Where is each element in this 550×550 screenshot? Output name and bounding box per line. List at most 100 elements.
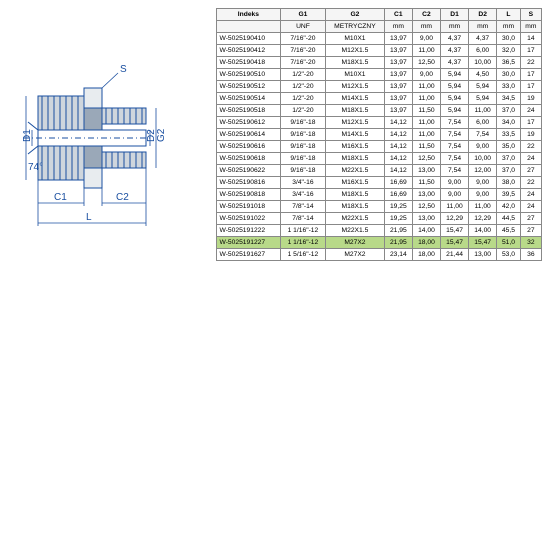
cell: 12,29: [469, 213, 497, 225]
cell: 14,12: [384, 117, 412, 129]
cell: 13,00: [412, 213, 440, 225]
label-l: L: [86, 212, 92, 223]
cell: 37,0: [497, 153, 521, 165]
cell: 9,00: [441, 177, 469, 189]
cell: M22X1.5: [326, 213, 385, 225]
cell: W-5025190612: [217, 117, 281, 129]
cell: 11,00: [412, 93, 440, 105]
cell: 5,94: [441, 81, 469, 93]
cell: W-5025190618: [217, 153, 281, 165]
cell: 21,44: [441, 249, 469, 261]
table-row: W-50251912271 1/16"-12M27X221,9518,0015,…: [217, 237, 542, 249]
cell: 5,94: [469, 81, 497, 93]
cell: 1 5/16"-12: [280, 249, 325, 261]
cell: 7/16"-20: [280, 33, 325, 45]
cell: M14X1.5: [326, 129, 385, 141]
cell: M18X1.5: [326, 57, 385, 69]
table-row: W-50251905101/2"-20M10X113,979,005,944,5…: [217, 69, 542, 81]
cell: 1/2"-20: [280, 105, 325, 117]
cell: 12,00: [469, 165, 497, 177]
cell: 9/16"-18: [280, 129, 325, 141]
cell: 13,00: [412, 165, 440, 177]
unit-header: UNF: [280, 21, 325, 33]
cell: 5,94: [441, 93, 469, 105]
cell: M10X1: [326, 69, 385, 81]
cell: 7/8"-14: [280, 201, 325, 213]
cell: M12X1.5: [326, 45, 385, 57]
col-header: D1: [441, 9, 469, 21]
table-row: W-50251906189/16"-18M18X1.514,1212,507,5…: [217, 153, 542, 165]
table-row: W-50251906149/16"-18M14X1.514,1211,007,5…: [217, 129, 542, 141]
table-body: W-50251904107/16"-20M10X113,979,004,374,…: [217, 33, 542, 261]
cell: 18,00: [412, 237, 440, 249]
cell: M18X1.5: [326, 201, 385, 213]
cell: W-5025190412: [217, 45, 281, 57]
cell: 24: [520, 153, 541, 165]
cell: 24: [520, 201, 541, 213]
cell: 7,54: [441, 153, 469, 165]
col-header: S: [520, 9, 541, 21]
cell: 1 1/16"-12: [280, 225, 325, 237]
cell: 13,97: [384, 69, 412, 81]
cell: 14,12: [384, 165, 412, 177]
cell: 1/2"-20: [280, 81, 325, 93]
table-row: W-50251904107/16"-20M10X113,979,004,374,…: [217, 33, 542, 45]
cell: W-5025190816: [217, 177, 281, 189]
col-header: Indeks: [217, 9, 281, 21]
cell: 11,00: [412, 81, 440, 93]
cell: W-5025190514: [217, 93, 281, 105]
col-header: C2: [412, 9, 440, 21]
cell: 13,97: [384, 33, 412, 45]
cell: 1 1/16"-12: [280, 237, 325, 249]
cell: 17: [520, 81, 541, 93]
label-s: S: [120, 64, 127, 75]
cell: 42,0: [497, 201, 521, 213]
table-row: W-50251906129/16"-18M12X1.514,1211,007,5…: [217, 117, 542, 129]
cell: 15,47: [469, 237, 497, 249]
cell: 22: [520, 141, 541, 153]
cell: 33,5: [497, 129, 521, 141]
col-header: G1: [280, 9, 325, 21]
cell: 6,00: [469, 117, 497, 129]
cell: 7,54: [441, 141, 469, 153]
cell: 9/16"-18: [280, 165, 325, 177]
cell: 45,5: [497, 225, 521, 237]
table-row: W-50251905181/2"-20M18X1.513,9711,505,94…: [217, 105, 542, 117]
cell: 51,0: [497, 237, 521, 249]
cell: 32,0: [497, 45, 521, 57]
cell: M18X1.5: [326, 153, 385, 165]
unit-header: mm: [469, 21, 497, 33]
cell: 5,94: [469, 93, 497, 105]
cell: 9/16"-18: [280, 141, 325, 153]
cell: 13,97: [384, 57, 412, 69]
table-row: W-50251908183/4"-16M18X1.516,6913,009,00…: [217, 189, 542, 201]
col-header: D2: [469, 9, 497, 21]
cell: 12,50: [412, 57, 440, 69]
cell: 27: [520, 225, 541, 237]
cell: M22X1.5: [326, 165, 385, 177]
cell: 13,97: [384, 81, 412, 93]
cell: 53,0: [497, 249, 521, 261]
cell: M12X1.5: [326, 117, 385, 129]
label-c2: C2: [116, 192, 129, 203]
cell: 14,12: [384, 153, 412, 165]
label-angle: 74°: [28, 162, 43, 173]
unit-header: [217, 21, 281, 33]
cell: 36,5: [497, 57, 521, 69]
unit-header: METRYCZNY: [326, 21, 385, 33]
table-row: W-50251908163/4"-16M16X1.516,6911,509,00…: [217, 177, 542, 189]
cell: M14X1.5: [326, 93, 385, 105]
cell: 13,00: [412, 189, 440, 201]
cell: 11,50: [412, 177, 440, 189]
cell: 34,0: [497, 117, 521, 129]
cell: W-5025190616: [217, 141, 281, 153]
cell: 4,37: [469, 33, 497, 45]
cell: 3/4"-16: [280, 189, 325, 201]
cell: M27X2: [326, 249, 385, 261]
cell: 4,37: [441, 45, 469, 57]
col-header: C1: [384, 9, 412, 21]
cell: W-5025190512: [217, 81, 281, 93]
table-row: W-50251905121/2"-20M12X1.513,9711,005,94…: [217, 81, 542, 93]
cell: 38,0: [497, 177, 521, 189]
cell: W-5025191018: [217, 201, 281, 213]
